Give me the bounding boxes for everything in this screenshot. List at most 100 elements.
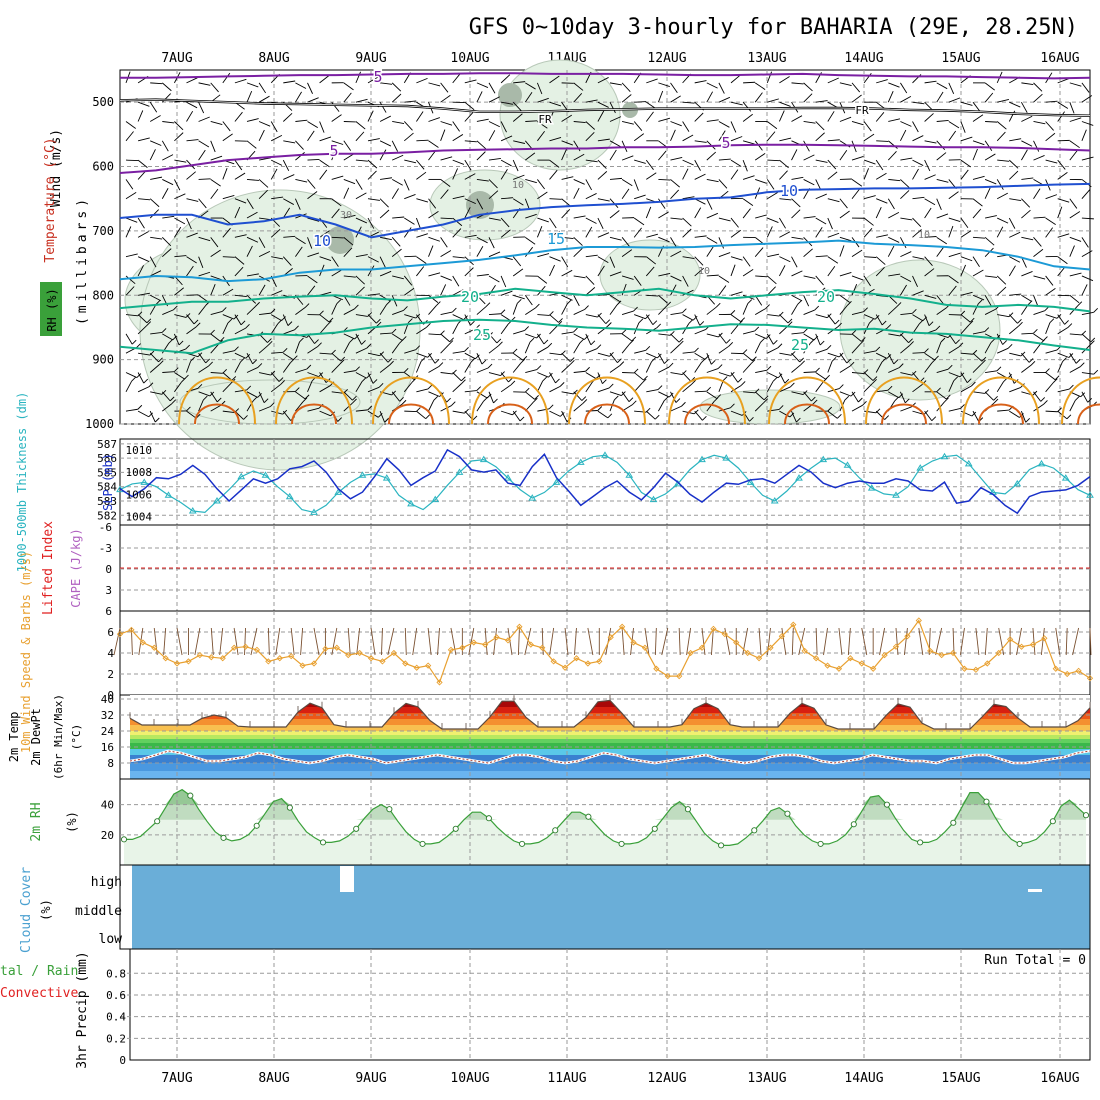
wind-barb [476,178,489,182]
rh2m-tick: 20 [101,829,114,842]
wind-barb [851,155,864,161]
wind-barb [996,226,1004,238]
temp-band [130,771,1090,779]
wind-barb [767,159,780,162]
rh2m-point [452,825,459,832]
wind-barb [440,284,447,296]
wind-barb-flag [681,370,687,375]
wind-barb [1069,150,1078,161]
wind-barb [198,101,205,114]
wind-barb [379,209,390,219]
wind-barb [864,256,877,258]
wind-barb [404,194,416,200]
wind-barb [210,237,219,248]
wind-barb [960,372,968,383]
wind-barb [440,372,453,375]
wind-barb [658,82,670,88]
wind10m-point [1006,636,1014,643]
wind-barb [743,81,756,84]
wind-barb [633,227,642,238]
wind-barb [307,346,318,354]
wind-barb-flag [619,361,625,366]
wind-barb [900,82,908,94]
wind-barb-flag [886,324,892,329]
wind-barb [597,101,609,108]
wind-barb [246,198,254,210]
wind-barb [234,314,242,326]
wind-barb-flag [240,320,246,326]
wind-barb [1057,266,1066,277]
wind-barb [597,256,609,264]
wind-barb [561,363,571,373]
wind-barb [634,101,647,103]
wind-barb-flag [524,387,530,393]
wind-barb [1009,387,1021,393]
wind-barb-flag [641,378,647,384]
wind-barb [234,206,241,219]
wind-barb-flag [386,300,391,305]
wind-barb-flag [270,308,276,314]
wind-barb [537,346,549,354]
wind-barb-flag [172,335,178,341]
wind-barb-flag [146,318,152,324]
wind-barb [259,157,271,161]
contour-label: 25 [791,336,809,354]
wind-barb [186,171,196,180]
wind-barb [403,227,412,238]
rh2m-point [253,822,260,829]
wind-barb [549,230,561,238]
wind-barb [875,112,885,122]
wind-barb [150,391,163,395]
wind-barb [138,198,151,201]
thickness-marker [795,474,803,481]
wind-barb-flag [581,396,587,401]
wind-barb [900,157,913,161]
wind-barb-flag [931,416,937,422]
wind-barb [319,169,328,180]
stability-tick: 3 [105,584,112,597]
wind-barb [767,98,779,103]
wind-barb-flag [936,387,941,393]
wind10m-barbs [113,627,1092,656]
wind-barb-flag [750,359,756,364]
wind-barb [186,326,197,335]
wind-barb [391,93,402,103]
thickness-marker [552,478,561,485]
wind-barb [536,380,544,393]
wind-barb [222,314,235,320]
wind10m-barb [233,627,239,656]
wind-barb [367,217,375,229]
wind-barb [295,401,304,412]
wind-barb [198,352,207,364]
wind-barb [694,235,707,238]
wind-barb [718,252,731,258]
thickness-marker [649,495,658,503]
wind-barb [778,372,786,384]
temp-band [130,699,1090,707]
wind10m-point [653,665,660,672]
wind-barb [839,294,850,303]
wind-barb [694,140,707,143]
cloud-level-high: high [91,875,122,890]
wind10m-point [310,660,318,667]
wind-barb [513,140,525,144]
wind-barb [198,140,210,148]
temp-band [130,739,1090,743]
wind-barb-flag [955,339,961,345]
rh2m-point [651,825,658,832]
wind-barb-flag [787,318,793,324]
wind-barb [537,97,549,103]
wind-barb [319,121,325,133]
contour-label: 5 [329,142,338,160]
wind-barb [234,172,246,180]
wind-barb [706,391,718,399]
rh2m-tick: 40 [101,799,114,812]
wind-barb-flag [434,358,440,364]
label-rh2m: 2m RH [29,802,44,841]
wind-barb-flag [267,338,272,343]
wind-barb [464,328,476,335]
wind10m-barb [244,627,246,656]
wind-barb [210,275,223,281]
wind-barb [936,91,944,103]
